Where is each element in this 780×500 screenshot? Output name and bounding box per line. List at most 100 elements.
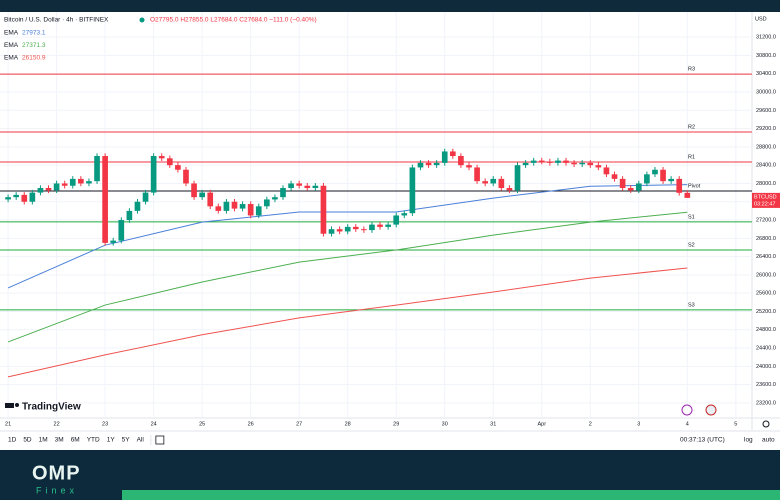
candle-body <box>474 167 480 182</box>
range-button[interactable]: 1Y <box>107 437 116 444</box>
candle-body <box>110 240 117 243</box>
candle-body <box>191 183 197 198</box>
x-tick-label: 21 <box>5 421 11 427</box>
candle-body <box>118 220 125 241</box>
candle-body <box>21 194 28 202</box>
x-tick-label: 3 <box>637 421 640 427</box>
price-tag-box <box>752 192 780 208</box>
candle-body <box>619 178 626 189</box>
y-tick-label: 30000.0 <box>756 89 776 95</box>
brand-name: OMP <box>32 462 81 484</box>
range-button[interactable]: 6M <box>71 437 80 444</box>
candle-body <box>239 204 246 209</box>
status-dot <box>139 17 145 23</box>
candle-body <box>175 165 181 170</box>
ohlc-readout: O27795.0 H27855.0 L27684.0 C27684.0 −111… <box>150 17 317 24</box>
candle-body <box>150 156 157 193</box>
candle-body <box>635 183 642 191</box>
range-button[interactable]: 5D <box>23 437 32 444</box>
candle-body <box>595 165 602 168</box>
candle-body <box>668 178 674 182</box>
candle-body <box>627 188 634 191</box>
clock: 00:37:13 (UTC) <box>680 437 725 444</box>
y-tick-label: 23200.0 <box>756 400 776 406</box>
ema-line <box>7 267 688 378</box>
y-tick-label: 30800.0 <box>756 53 776 59</box>
y-tick-label: 27200.0 <box>756 217 776 223</box>
price-tag-countdown: 03:22:47 <box>754 201 775 207</box>
range-button[interactable]: 5Y <box>122 437 131 444</box>
candle-body <box>304 185 311 189</box>
x-tick-label: Apr <box>537 421 546 427</box>
candle-body <box>158 156 165 159</box>
candle-body <box>166 158 173 166</box>
range-button[interactable]: 1D <box>8 437 17 444</box>
y-tick-label: 28400.0 <box>756 163 776 169</box>
candle-body <box>264 199 270 207</box>
x-tick-label: 30 <box>442 421 448 427</box>
plot: R3 R2 R1 Pivot S1 S2 S3 <box>0 67 752 378</box>
candle-body <box>441 151 448 163</box>
x-tick-label: 22 <box>54 421 60 427</box>
candle-body <box>433 162 440 166</box>
event-icon[interactable] <box>681 404 693 416</box>
candle-body <box>684 192 691 198</box>
candle-body <box>13 194 20 198</box>
top-bar <box>0 0 780 12</box>
log-toggle[interactable]: log <box>744 437 753 444</box>
candle-body <box>215 206 222 211</box>
y-tick-label: 31200.0 <box>756 35 776 41</box>
footer-bar <box>122 490 780 500</box>
candle-body <box>482 181 488 184</box>
candle-body <box>199 192 205 198</box>
candle-body <box>102 156 108 243</box>
y-tick-label: 29200.0 <box>756 126 776 132</box>
candle-body <box>247 204 254 216</box>
range-button[interactable]: YTD <box>87 437 100 444</box>
logo-mark <box>15 403 19 407</box>
logo: TradingView <box>5 402 81 413</box>
settings-icon[interactable] <box>762 420 770 428</box>
candle-body <box>223 201 230 211</box>
candle-body <box>401 213 408 216</box>
candle-body <box>126 210 133 221</box>
brand-sub: Finex <box>36 485 78 495</box>
y-tick-label: 29600.0 <box>756 108 776 114</box>
candle-body <box>466 165 472 168</box>
candle-body <box>676 178 683 193</box>
chart-panel <box>0 12 780 450</box>
event-icon[interactable] <box>705 404 717 416</box>
x-tick-label: 2 <box>589 421 592 427</box>
candle-body <box>142 192 149 202</box>
candle-body <box>555 160 561 163</box>
x-tick-label: 23 <box>102 421 108 427</box>
candle-body <box>328 229 335 234</box>
x-tick-label: 24 <box>151 421 157 427</box>
candle-body <box>571 162 577 165</box>
range-button[interactable]: 3M <box>55 437 64 444</box>
y-tick-label: 26400.0 <box>756 254 776 260</box>
candle-body <box>490 178 497 184</box>
candle-body <box>498 178 505 189</box>
candle-body <box>134 201 141 211</box>
candle-body <box>579 162 586 165</box>
logo-text: TradingView <box>22 402 81 413</box>
price-unit: USD <box>755 16 767 22</box>
legend-value: 26150.9 <box>22 55 46 62</box>
x-tick-label: 25 <box>199 421 205 427</box>
y-tick-label: 26800.0 <box>756 236 776 242</box>
range-button[interactable]: All <box>137 437 145 444</box>
candle-body <box>652 169 658 175</box>
candle-body <box>361 229 367 231</box>
candle-body <box>522 162 529 166</box>
candle-body <box>280 188 286 198</box>
y-tick-label: 25600.0 <box>756 291 776 297</box>
range-button[interactable]: 1M <box>39 437 48 444</box>
y-tick-label: 25200.0 <box>756 309 776 315</box>
candle-body <box>5 197 11 200</box>
pivot-label: R3 <box>688 67 695 73</box>
y-tick-label: 30400.0 <box>756 71 776 77</box>
auto-toggle[interactable]: auto <box>762 437 775 444</box>
y-tick-label: 28800.0 <box>756 144 776 150</box>
